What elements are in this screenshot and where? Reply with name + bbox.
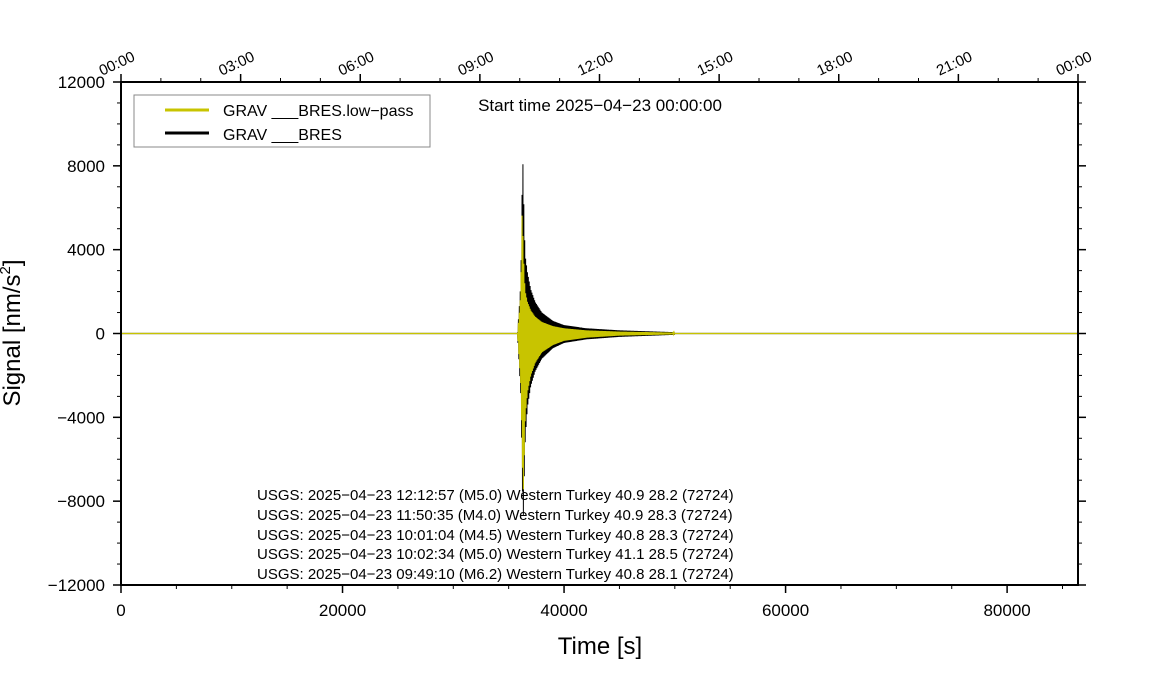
top-tick-label: 03:00	[216, 48, 257, 79]
start-time-annotation: Start time 2025−04−23 00:00:00	[478, 96, 722, 115]
event-annotations: USGS: 2025−04−23 12:12:57 (M5.0) Western…	[257, 487, 734, 583]
event-annotation: USGS: 2025−04−23 10:02:34 (M5.0) Western…	[257, 546, 734, 563]
legend-box	[133, 94, 431, 148]
x-tick-label: 20000	[319, 601, 366, 620]
top-tick-label: 06:00	[336, 48, 377, 79]
y-tick-label: 0	[96, 325, 105, 344]
y-axis-label: Signal [nm/s2]	[0, 259, 26, 406]
legend-label-raw: GRAV ___BRES	[223, 127, 342, 144]
top-tick-label: 09:00	[455, 48, 496, 79]
legend: GRAV ___BRES.low−pass GRAV ___BRES	[133, 94, 431, 148]
event-annotation: USGS: 2025−04−23 10:01:04 (M4.5) Western…	[257, 527, 734, 544]
series-layer	[121, 164, 1078, 515]
y-axis-label-tail: ]	[0, 259, 26, 266]
x-axis-label: Time [s]	[558, 633, 642, 660]
x-tick-label: 0	[116, 601, 125, 620]
y-tick-label: −8000	[57, 492, 105, 511]
event-annotation: USGS: 2025−04−23 11:50:35 (M4.0) Western…	[257, 507, 733, 524]
legend-label-lowpass: GRAV ___BRES.low−pass	[223, 103, 413, 120]
top-tick-label: 18:00	[814, 48, 855, 79]
x-tick-label: 80000	[983, 601, 1030, 620]
y-tick-label: 12000	[58, 73, 105, 92]
y-axis-label-main: Signal [nm/s	[0, 274, 26, 406]
x-tick-label: 60000	[762, 601, 809, 620]
event-annotation: USGS: 2025−04−23 09:49:10 (M6.2) Western…	[257, 566, 734, 583]
y-tick-label: 8000	[67, 157, 105, 176]
y-axis-label-superscript: 2	[0, 266, 14, 274]
top-tick-label: 12:00	[575, 48, 616, 79]
series-grav-bres-low-pass	[121, 215, 1078, 490]
top-tick-label: 21:00	[934, 48, 975, 79]
y-tick-label: −12000	[48, 576, 105, 595]
x-tick-label: 40000	[540, 601, 587, 620]
event-annotation: USGS: 2025−04−23 12:12:57 (M5.0) Western…	[257, 487, 734, 504]
series-trace	[516, 215, 676, 490]
y-tick-label: −4000	[57, 408, 105, 427]
top-tick-label: 15:00	[695, 48, 736, 79]
top-tick-label: 00:00	[1053, 48, 1094, 79]
y-tick-label: 4000	[67, 241, 105, 260]
